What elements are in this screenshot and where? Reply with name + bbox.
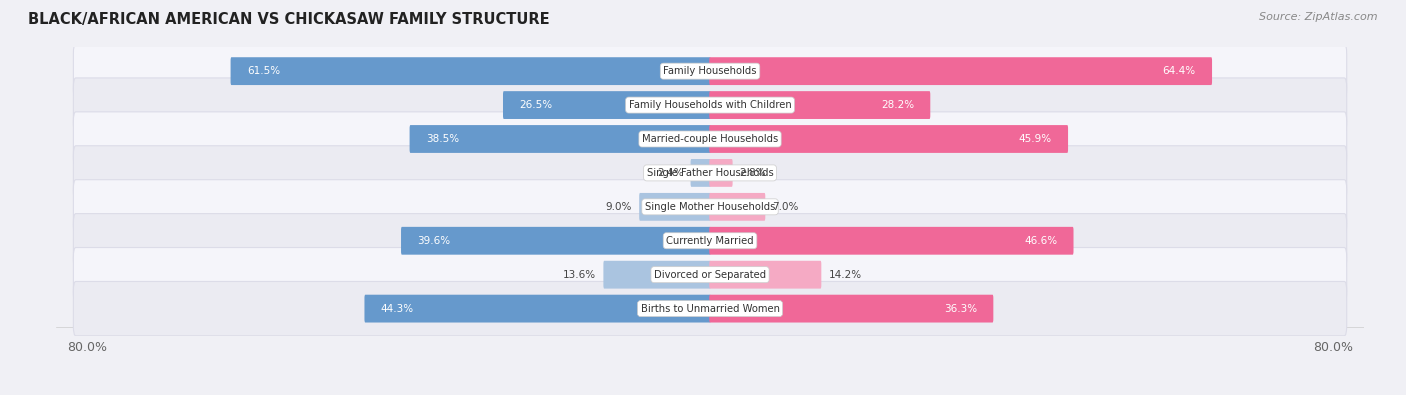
Text: Single Mother Households: Single Mother Households [645,202,775,212]
Text: 38.5%: 38.5% [426,134,460,144]
Text: Family Households with Children: Family Households with Children [628,100,792,110]
Text: 46.6%: 46.6% [1024,236,1057,246]
Text: 9.0%: 9.0% [606,202,633,212]
FancyBboxPatch shape [690,159,711,187]
FancyBboxPatch shape [709,193,765,221]
FancyBboxPatch shape [401,227,711,255]
FancyBboxPatch shape [73,180,1347,234]
FancyBboxPatch shape [709,159,733,187]
FancyBboxPatch shape [73,146,1347,200]
FancyBboxPatch shape [709,227,1074,255]
FancyBboxPatch shape [709,57,1212,85]
Text: 64.4%: 64.4% [1163,66,1195,76]
Text: Single Father Households: Single Father Households [647,168,773,178]
Text: Births to Unmarried Women: Births to Unmarried Women [641,304,779,314]
Text: 2.4%: 2.4% [657,168,683,178]
Text: 13.6%: 13.6% [564,270,596,280]
FancyBboxPatch shape [364,295,711,323]
FancyBboxPatch shape [73,112,1347,166]
Text: 14.2%: 14.2% [828,270,862,280]
FancyBboxPatch shape [73,248,1347,302]
Text: 39.6%: 39.6% [418,236,450,246]
FancyBboxPatch shape [709,261,821,289]
Text: 2.8%: 2.8% [740,168,766,178]
FancyBboxPatch shape [709,91,931,119]
Text: Source: ZipAtlas.com: Source: ZipAtlas.com [1260,12,1378,22]
Text: 44.3%: 44.3% [381,304,413,314]
FancyBboxPatch shape [231,57,711,85]
FancyBboxPatch shape [503,91,711,119]
FancyBboxPatch shape [603,261,711,289]
Text: Currently Married: Currently Married [666,236,754,246]
Text: Divorced or Separated: Divorced or Separated [654,270,766,280]
FancyBboxPatch shape [709,125,1069,153]
FancyBboxPatch shape [73,214,1347,268]
FancyBboxPatch shape [73,78,1347,132]
Text: 28.2%: 28.2% [880,100,914,110]
Text: 36.3%: 36.3% [943,304,977,314]
Text: Family Households: Family Households [664,66,756,76]
FancyBboxPatch shape [409,125,711,153]
FancyBboxPatch shape [640,193,711,221]
Text: 26.5%: 26.5% [519,100,553,110]
FancyBboxPatch shape [73,282,1347,336]
Text: 45.9%: 45.9% [1018,134,1052,144]
FancyBboxPatch shape [73,44,1347,98]
Text: BLACK/AFRICAN AMERICAN VS CHICKASAW FAMILY STRUCTURE: BLACK/AFRICAN AMERICAN VS CHICKASAW FAMI… [28,12,550,27]
Text: 61.5%: 61.5% [247,66,280,76]
Text: 7.0%: 7.0% [772,202,799,212]
FancyBboxPatch shape [709,295,993,323]
Text: Married-couple Households: Married-couple Households [643,134,778,144]
